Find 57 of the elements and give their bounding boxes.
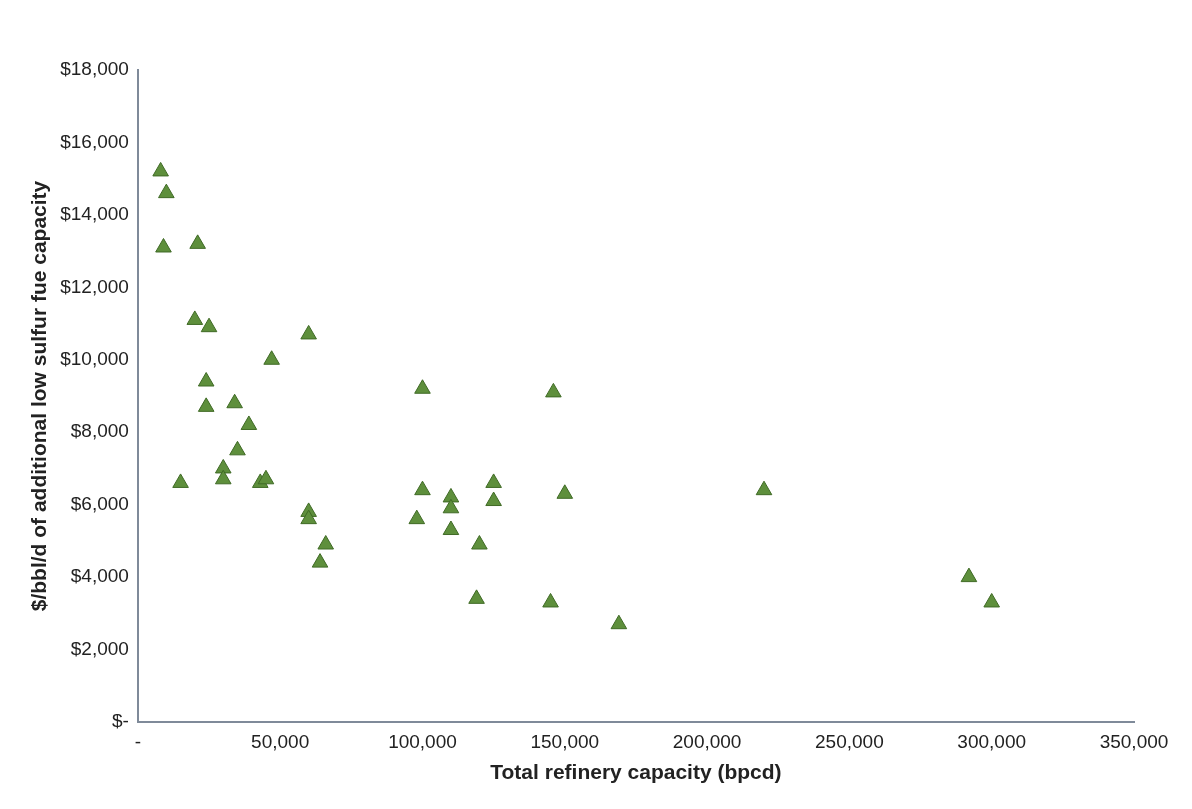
point [485,491,502,507]
y-tick-label: $- [111,710,129,732]
point [442,498,460,514]
y-tick-label: $18,000 [60,58,129,80]
point [442,520,460,536]
point [545,382,562,398]
point [317,535,335,550]
point [610,614,628,630]
x-tick-label: 100,000 [388,730,457,752]
point [226,393,243,409]
point [257,469,275,485]
point [189,234,206,249]
point [155,237,172,253]
point [300,509,317,525]
point [468,589,485,604]
x-tick-label: 150,000 [530,730,600,752]
point [414,379,431,394]
point [229,440,246,456]
point [755,480,773,496]
y-tick-label: $8,000 [70,420,129,442]
point [408,509,426,525]
x-axis-title: Total refinery capacity (bpcd) [490,760,782,784]
point [240,415,258,430]
point [158,183,175,199]
point [197,372,215,387]
x-tick-label: 300,000 [957,730,1027,752]
y-tick-label: $14,000 [60,203,129,225]
point [414,480,431,496]
point [471,535,488,550]
x-tick-label: 250,000 [815,730,884,752]
point [442,487,460,503]
y-tick-label: $10,000 [60,348,129,370]
point [186,310,204,325]
point [197,397,215,412]
y-tick-label: $16,000 [60,130,129,152]
point [300,324,317,340]
y-axis-title: $/bbl/d of additional low sulfur fue capacity [27,180,51,612]
y-tick-label: $4,000 [70,565,129,587]
y-tick-label: $2,000 [70,637,129,659]
point [172,473,189,488]
point [311,553,329,568]
point [214,469,232,485]
point [556,484,574,499]
point [263,350,280,365]
y-tick-label: $6,000 [70,492,129,514]
point [152,161,169,177]
point [542,592,559,608]
x-tick-label: 200,000 [672,730,742,752]
point [214,458,232,474]
point [200,317,218,333]
x-tick-label: 50,000 [251,730,310,752]
y-tick-label: $12,000 [60,275,129,297]
x-tick-label: - [134,730,142,752]
x-tick-label: 350,000 [1099,730,1169,752]
point [960,567,978,583]
point [983,592,1000,608]
point [485,473,502,488]
